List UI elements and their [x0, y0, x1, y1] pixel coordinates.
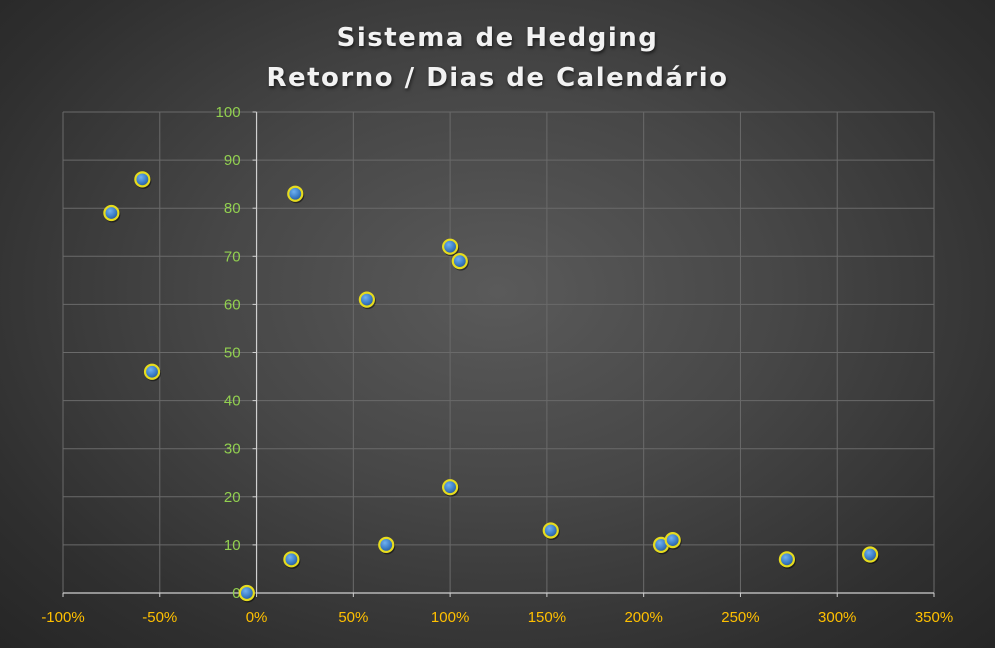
data-point [378, 536, 396, 555]
data-point-marker [103, 204, 120, 222]
x-tick-label: 0% [246, 609, 268, 626]
x-tick-label: -50% [142, 609, 177, 626]
data-point-marker [287, 185, 304, 202]
x-tick-label: 300% [818, 609, 856, 626]
data-point-marker [862, 546, 879, 563]
data-point [778, 551, 796, 569]
data-point [238, 584, 256, 603]
data-point [134, 171, 152, 189]
data-point-marker [283, 551, 300, 568]
y-tick-label: 90 [224, 152, 241, 169]
data-point [103, 204, 121, 223]
y-tick-label: 50 [224, 345, 241, 362]
y-tick-label: 10 [224, 537, 241, 554]
data-point [442, 238, 460, 257]
data-point-marker [778, 551, 795, 568]
data-point-marker [442, 479, 459, 496]
y-tick-label: 80 [224, 200, 241, 217]
data-point [451, 253, 469, 271]
grid-lines [62, 111, 935, 593]
data-point [442, 479, 460, 497]
data-points [103, 171, 880, 603]
data-point-marker [378, 536, 395, 554]
x-tick-labels: -100% -50% 0% 50% 100% 150% 200% 250% 300% 350% [41, 609, 953, 626]
data-point-marker [442, 238, 459, 255]
data-point-marker [358, 291, 375, 308]
x-tick-label: 250% [721, 609, 759, 626]
y-tick-label: 40 [224, 393, 241, 410]
data-point-marker [143, 363, 161, 380]
y-tick-label: 70 [224, 248, 241, 265]
data-point [358, 291, 376, 310]
data-point-marker [542, 522, 559, 539]
y-tick-label: 30 [224, 441, 241, 458]
data-point-marker [134, 171, 151, 188]
data-point-marker [664, 531, 681, 549]
y-tick-label: 0 [232, 585, 240, 602]
data-point-marker [451, 253, 468, 270]
y-tick-label: 20 [224, 489, 241, 506]
axes [62, 111, 935, 597]
data-point [862, 546, 880, 565]
x-tick-label: 200% [624, 609, 662, 626]
data-point-marker [238, 584, 255, 602]
data-point [143, 363, 162, 382]
x-tick-label: 150% [528, 609, 566, 626]
chart-title-block: Sistema de Hedging Retorno / Dias de Cal… [0, 18, 995, 98]
y-tick-labels: 0 10 20 30 40 50 60 70 80 90 100 [216, 104, 241, 602]
y-tick-label: 60 [224, 296, 241, 313]
x-tick-label: -100% [41, 609, 84, 626]
chart-title: Sistema de Hedging [336, 23, 659, 53]
x-tick-label: 350% [915, 609, 953, 626]
data-point [542, 522, 560, 540]
data-point [287, 185, 305, 204]
x-tick-label: 100% [431, 609, 469, 626]
x-tick-label: 50% [338, 609, 368, 626]
data-point [283, 551, 301, 569]
data-point [664, 531, 682, 550]
y-tick-label: 100 [216, 104, 241, 121]
chart-subtitle: Retorno / Dias de Calendário [266, 63, 729, 93]
